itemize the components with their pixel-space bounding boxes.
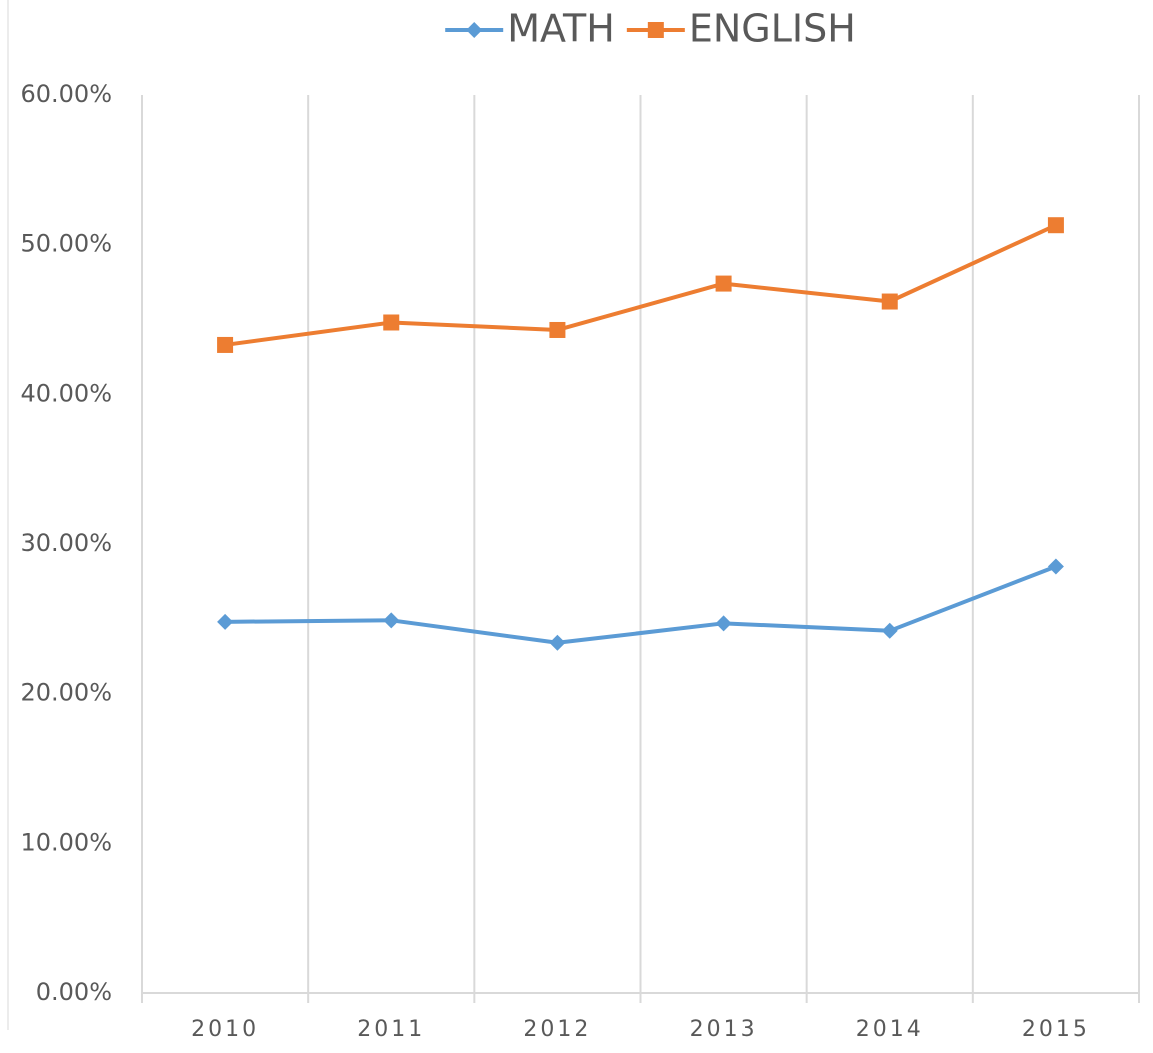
legend-label: ENGLISH [689, 7, 856, 51]
data-point [1047, 217, 1064, 234]
y-tick-label: 50.00% [20, 230, 112, 258]
data-point [715, 275, 732, 292]
data-point [383, 314, 400, 331]
data-point [549, 634, 566, 651]
data-point [1047, 558, 1064, 575]
y-tick-label: 30.00% [20, 529, 112, 557]
data-point [881, 622, 898, 639]
x-tick-label: 2011 [357, 1017, 425, 1042]
x-tick-label: 2014 [856, 1017, 924, 1042]
y-tick-label: 0.00% [36, 978, 112, 1006]
y-tick-label: 40.00% [20, 379, 112, 407]
data-point [881, 293, 898, 310]
x-tick-label: 2013 [690, 1017, 758, 1042]
y-tick-label: 20.00% [20, 679, 112, 707]
legend-label: MATH [507, 7, 615, 51]
x-tick-label: 2012 [523, 1017, 591, 1042]
legend: MATH ENGLISH [445, 7, 856, 51]
y-tick-label: 60.00% [20, 80, 112, 108]
x-tick-label: 2010 [191, 1017, 259, 1042]
data-point [383, 612, 400, 629]
legend-marker [466, 22, 483, 38]
data-point [217, 336, 234, 353]
data-point [715, 615, 732, 632]
data-point [549, 321, 566, 338]
series-line [224, 223, 1057, 347]
data-point [217, 613, 234, 630]
y-tick-label: 10.00% [20, 828, 112, 856]
x-tick-label: 2015 [1022, 1017, 1090, 1042]
series-line [225, 564, 1057, 645]
legend-marker [647, 22, 664, 38]
